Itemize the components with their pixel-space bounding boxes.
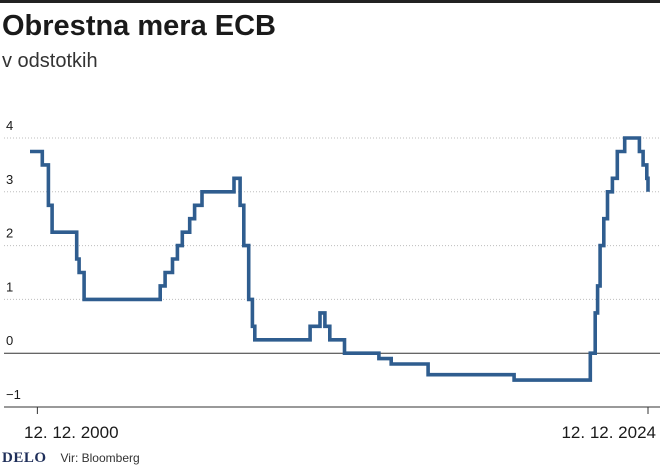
x-tick-label: 12. 12. 2000 [24, 423, 119, 442]
x-tick-label: 12. 12. 2024 [561, 423, 656, 442]
footer: DELO Vir: Bloomberg [0, 444, 660, 472]
chart-subtitle: v odstotkih [2, 50, 98, 72]
y-tick-label: −1 [6, 387, 21, 402]
y-tick-label: 4 [6, 118, 13, 133]
chart: −1 0 1 2 3 4 12. 12. 2000 12. 12. 2024 [4, 118, 660, 442]
top-rule [0, 0, 660, 3]
series-line-ecb-rate [30, 136, 650, 382]
y-tick-label: 0 [6, 333, 13, 348]
y-tick-label: 1 [6, 279, 13, 294]
x-axis: 12. 12. 2000 12. 12. 2024 [24, 407, 656, 442]
source-note: Vir: Bloomberg [60, 451, 140, 465]
y-tick-label: 2 [6, 226, 13, 241]
grid-lines [4, 137, 660, 408]
publisher-logo: DELO [2, 449, 47, 466]
y-tick-label: 3 [6, 172, 13, 187]
y-axis-labels: −1 0 1 2 3 4 [6, 118, 21, 402]
chart-title: Obrestna mera ECB [2, 10, 276, 42]
